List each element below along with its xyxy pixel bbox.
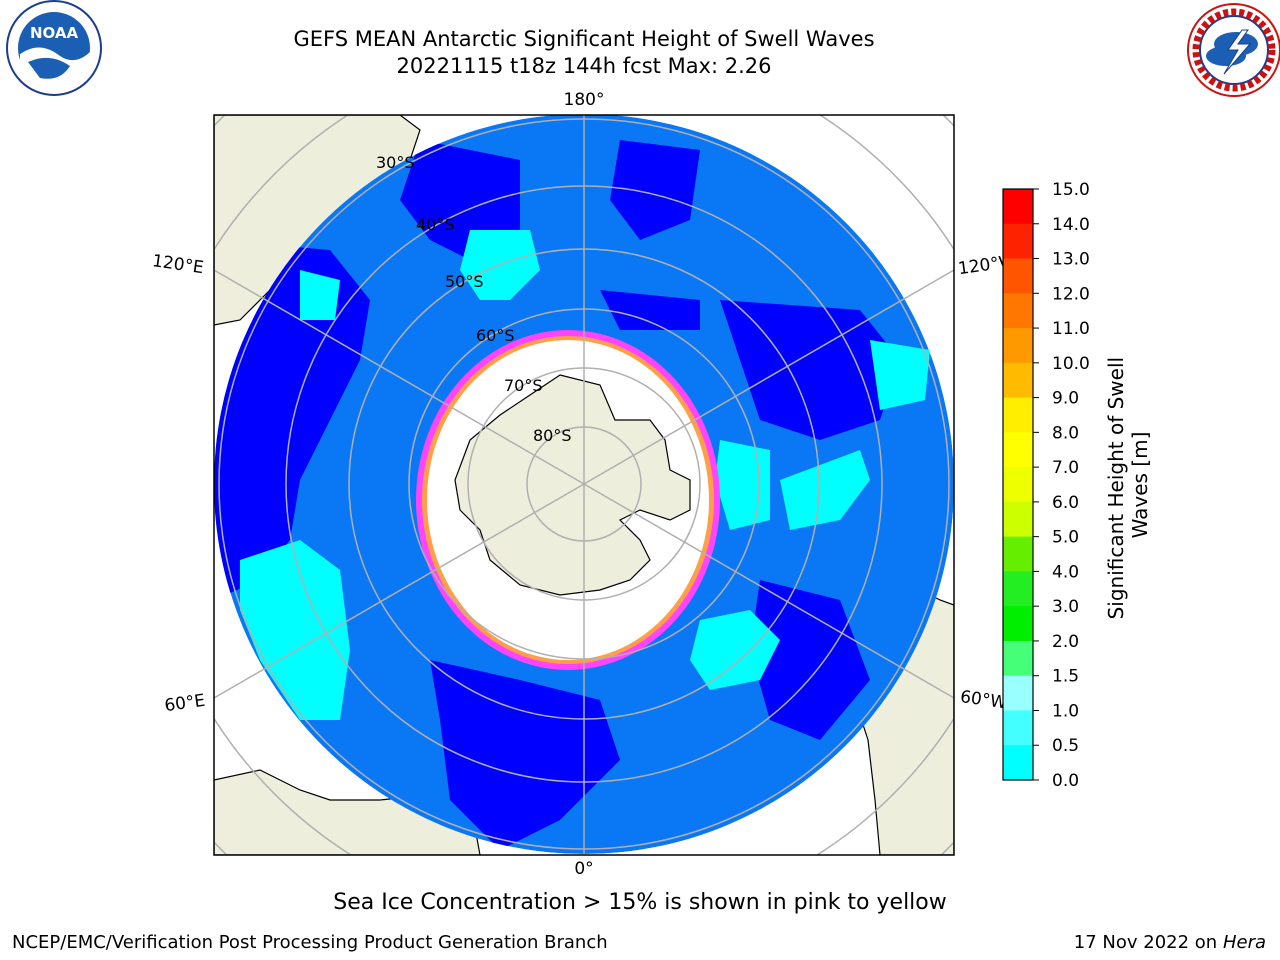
antarctica-landmass [454,374,691,596]
colorbar-tick-label: 6.0 [1052,493,1079,513]
colorbar-tick-label: 2.0 [1052,632,1079,652]
colorbar-band [1003,467,1033,503]
colorbar-tick-label: 0.5 [1052,736,1079,756]
lat-label-80s: 80°S [533,426,572,445]
lat-label-40s: 40°S [416,215,455,234]
sea-ice-note: Sea Ice Concentration > 15% is shown in … [333,890,947,915]
colorbar-tick-label: 14.0 [1052,215,1090,235]
colorbar-band [1003,293,1033,329]
date-line: 17 Nov 2022 on Hera [1074,932,1266,953]
date-text: 17 Nov 2022 on [1073,932,1218,953]
colorbar-tick-label: 12.0 [1052,284,1090,304]
colorbar-tick-label: 13.0 [1052,250,1090,270]
system-name: Hera [1222,932,1266,953]
lat-label-50s: 50°S [445,272,484,291]
colorbar-tick-label: 1.0 [1052,701,1079,721]
colorbar-band [1003,189,1033,225]
lon-label-60w: 60°W [959,687,1008,713]
map-title: GEFS MEAN Antarctic Significant Height o… [293,27,875,51]
colorbar-band [1003,223,1033,260]
noaa-logo: NOAA [6,0,102,96]
colorbar-tick-label: 1.5 [1052,667,1079,687]
colorbar-tick-label: 5.0 [1052,528,1079,548]
colorbar-band [1003,328,1033,364]
colorbar-tick-label: 15.0 [1052,180,1090,200]
lon-label-60e: 60°E [163,691,206,716]
colorbar-band [1003,536,1033,572]
lon-label-0: 0° [574,859,593,879]
colorbar-band [1003,432,1033,468]
colorbar: 15.0 14.0 13.0 12.0 11.0 10.0 9.0 8.0 7.0 6.0 5.0 4… [1002,180,1090,791]
lat-label-30s: 30°S [376,153,415,172]
colorbar-band [1003,571,1033,607]
credit-line: NCEP/EMC/Verification Post Processing Pr… [12,932,608,953]
colorbar-title-line2: Waves [m] [1128,432,1152,539]
colorbar-tick-label: 8.0 [1052,423,1079,443]
graticule [214,115,954,855]
nws-logo [1187,3,1280,97]
colorbar-tick-label: 11.0 [1052,319,1090,339]
colorbar-tick-label: 9.0 [1052,389,1079,409]
lon-label-180: 180° [564,90,605,110]
lon-label-120e: 120°E [151,251,205,278]
colorbar-frame [1002,188,1034,781]
colorbar-band [1003,501,1033,538]
colorbar-tick-label: 3.0 [1052,597,1079,617]
colorbar-tick-label: 0.0 [1052,771,1079,791]
colorbar-band [1003,640,1033,677]
colorbar-band [1003,710,1033,746]
colorbar-tick-label: 10.0 [1052,354,1090,374]
colorbar-title-line1: Significant Height of Swell [1104,357,1128,619]
colorbar-tick-label: 7.0 [1052,458,1079,478]
lat-label-60s: 60°S [476,326,515,345]
map-frame [213,114,955,856]
colorbar-band [1003,258,1033,294]
colorbar-band [1003,362,1033,399]
colorbar-title: Significant Height of Swell Waves [m] [1104,351,1152,620]
noaa-logo-text: NOAA [30,24,79,42]
colorbar-tick-label: 4.0 [1052,562,1079,582]
colorbar-band [1003,675,1033,711]
colorbar-band [1003,745,1033,781]
swell-high-regions [240,230,930,720]
map-subtitle: 20221115 t18z 144h fcst Max: 2.26 [396,54,772,78]
colorbar-band [1003,606,1033,642]
lat-label-70s: 70°S [504,376,543,395]
colorbar-band [1003,397,1033,433]
